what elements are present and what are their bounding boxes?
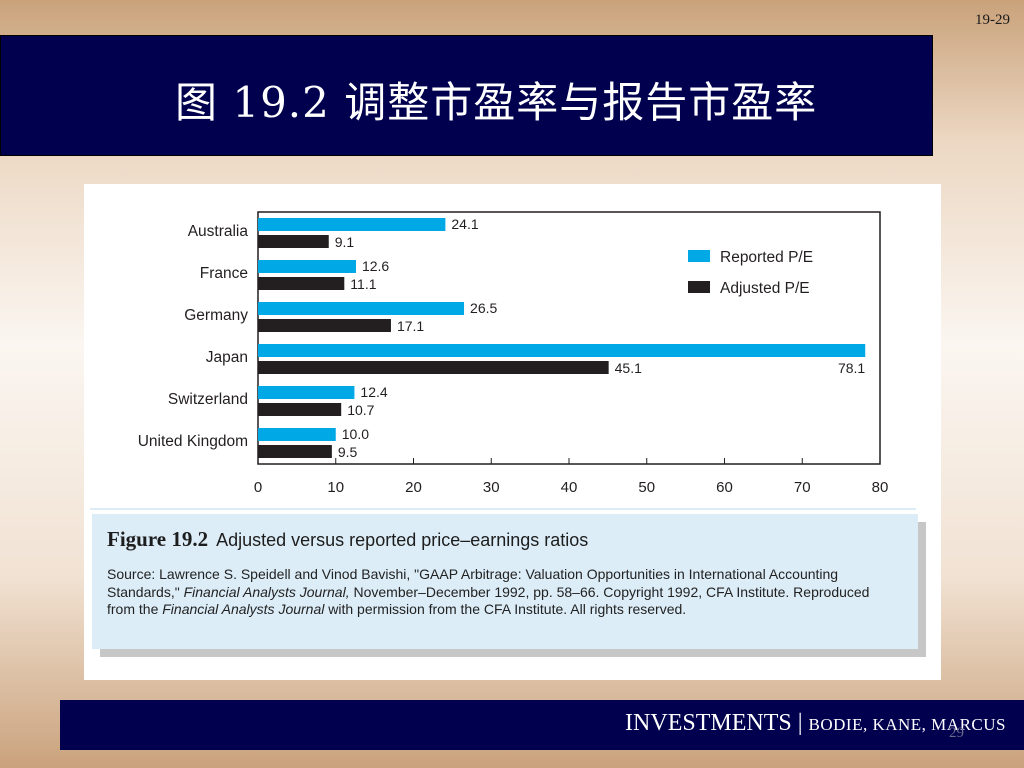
footer-book: INVESTMENTS (625, 710, 792, 736)
caption-source: Source: Lawrence S. Speidell and Vinod B… (107, 566, 897, 619)
source-text-1: Source: Lawrence S. Speidell and Vinod B… (107, 566, 839, 600)
data-label-reported-pe: 10.0 (342, 426, 369, 442)
x-tick-label: 80 (872, 479, 889, 496)
data-label-adjusted-pe: 10.7 (347, 402, 374, 418)
bar-reported-pe (258, 386, 355, 399)
x-tick-label: 20 (405, 479, 422, 496)
source-text-2: November–December 1992, pp. 58–66. Copyr… (107, 583, 870, 618)
source-journal-1: Financial Analysts Journal, (183, 583, 350, 600)
bar-adjusted-pe (258, 403, 342, 416)
bar-adjusted-pe (258, 277, 345, 290)
title-bar: 图 19.2 调整市盈率与报告市盈率 (0, 35, 933, 156)
legend-label: Adjusted P/E (720, 280, 810, 297)
footer-page-number: 29 (949, 725, 964, 741)
category-label: United Kingdom (138, 433, 248, 450)
category-label: Australia (188, 223, 249, 240)
legend-swatch (688, 250, 710, 262)
data-label-adjusted-pe: 9.5 (338, 444, 358, 460)
slide-number: 19-29 (975, 12, 1010, 28)
bar-adjusted-pe (258, 319, 391, 332)
bar-reported-pe (258, 260, 356, 273)
bar-adjusted-pe (258, 445, 332, 458)
source-text-3: with permission from the CFA Institute. … (324, 601, 687, 617)
data-label-reported-pe: 12.6 (362, 258, 389, 274)
figure-card: 0 10 20 30 40 50 60 70 80 Australia 24.1 9.1 France 1… (84, 184, 941, 680)
bar-adjusted-pe (258, 361, 609, 374)
x-tick-label: 0 (254, 479, 262, 496)
footer-authors: BODIE, KANE, MARCUS (808, 715, 1006, 734)
x-tick-label: 70 (794, 479, 811, 496)
x-tick-label: 10 (327, 479, 344, 496)
bar-reported-pe (258, 428, 336, 441)
data-label-adjusted-pe: 17.1 (397, 318, 424, 334)
legend-swatch (688, 281, 710, 293)
bar-adjusted-pe (258, 235, 329, 248)
bar-reported-pe (258, 218, 446, 231)
data-label-adjusted-pe: 9.1 (335, 234, 355, 250)
footer-bar: INVESTMENTS | BODIE, KANE, MARCUS 29 (60, 700, 1024, 750)
data-label-reported-pe: 26.5 (470, 300, 497, 316)
data-label-reported-pe: 24.1 (451, 216, 478, 232)
figure-title: Adjusted versus reported price–earnings … (216, 530, 589, 550)
caption-title: Figure 19.2 Adjusted versus reported pric… (107, 527, 588, 552)
source-journal-2: Financial Analysts Journal (162, 601, 325, 617)
x-tick-label: 30 (483, 479, 500, 496)
bar-reported-pe (258, 302, 465, 315)
category-label: Switzerland (168, 391, 248, 408)
legend-label: Reported P/E (720, 249, 813, 266)
x-tick-label: 40 (561, 479, 578, 496)
figure-label: Figure 19.2 (107, 527, 209, 551)
slide-title: 图 19.2 调整市盈率与报告市盈率 (175, 78, 818, 127)
bar-chart: 0 10 20 30 40 50 60 70 80 Australia 24.1 9.1 France 1… (90, 190, 916, 510)
x-tick-label: 60 (716, 479, 733, 496)
x-tick-label: 50 (638, 479, 655, 496)
data-label-adjusted-pe: 11.1 (350, 276, 376, 292)
footer-text: INVESTMENTS | BODIE, KANE, MARCUS (625, 710, 1006, 737)
caption-box: Figure 19.2 Adjusted versus reported pric… (92, 514, 918, 649)
category-label: Germany (184, 307, 248, 324)
bar-reported-pe (258, 344, 866, 357)
category-label: France (200, 265, 248, 282)
data-label-reported-pe: 12.4 (360, 384, 387, 400)
data-label-reported-pe: 78.1 (838, 360, 865, 376)
category-label: Japan (206, 349, 248, 366)
data-label-adjusted-pe: 45.1 (615, 360, 642, 376)
footer-separator: | (791, 710, 809, 736)
